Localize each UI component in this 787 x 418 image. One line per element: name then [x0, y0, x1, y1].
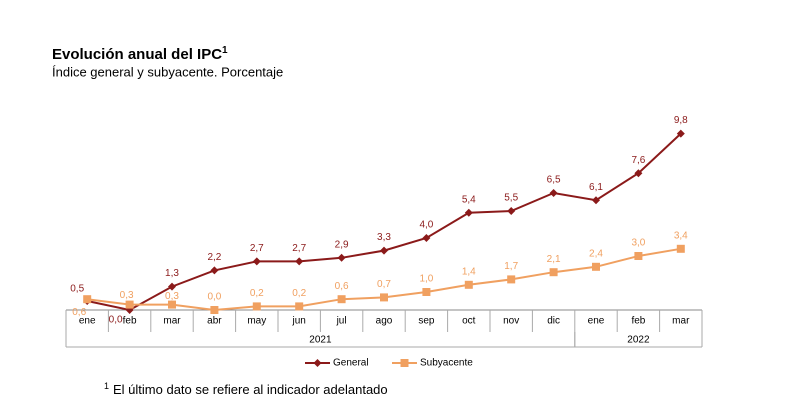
data-label: 0,3 — [120, 290, 134, 301]
group-label: 2021 — [309, 335, 332, 346]
data-label: 2,7 — [250, 243, 264, 254]
data-label: 6,5 — [547, 175, 561, 186]
marker — [634, 169, 643, 178]
data-label: 0,0 — [109, 315, 123, 326]
marker — [168, 300, 176, 309]
data-label: 0,0 — [207, 292, 221, 303]
title-note: 1 — [222, 45, 228, 56]
data-label: 5,5 — [504, 193, 518, 204]
data-label: 3,4 — [674, 230, 688, 241]
marker — [210, 266, 219, 275]
x-tick-label: ago — [376, 316, 393, 327]
marker — [549, 268, 558, 277]
legend-label: General — [333, 358, 369, 369]
marker — [676, 244, 685, 253]
marker — [252, 257, 261, 266]
marker — [168, 282, 176, 291]
marker — [380, 246, 388, 255]
x-tick-label: ene — [588, 316, 605, 327]
data-label: 2,4 — [589, 248, 603, 259]
data-label: 4,0 — [419, 220, 433, 231]
x-tick-label: abr — [207, 316, 222, 327]
data-label: 0,5 — [70, 284, 84, 295]
data-label: 1,0 — [419, 274, 433, 285]
marker — [380, 293, 388, 302]
data-label: 0,7 — [377, 279, 391, 290]
marker — [422, 234, 431, 242]
data-label: 3,3 — [377, 232, 391, 243]
marker — [464, 208, 473, 217]
chart-subtitle: Índice general y subyacente. Porcentaje — [52, 64, 283, 79]
marker — [507, 275, 516, 284]
data-label: 1,4 — [462, 266, 476, 277]
marker — [210, 306, 219, 314]
footnote-mark: 1 — [104, 381, 109, 391]
marker — [464, 280, 473, 289]
data-label: 2,1 — [547, 254, 561, 265]
data-label: 1,3 — [165, 268, 179, 279]
marker — [507, 207, 516, 215]
marker — [252, 302, 261, 311]
data-label: 5,4 — [462, 194, 476, 205]
data-label: 0,2 — [250, 288, 264, 299]
title-text: Evolución anual del IPC — [52, 46, 222, 63]
x-tick-label: may — [247, 316, 266, 327]
marker — [83, 295, 92, 304]
data-label: 2,2 — [207, 252, 221, 263]
x-tick-label: jun — [292, 316, 306, 327]
x-tick-label: mar — [672, 316, 690, 327]
marker — [634, 252, 643, 260]
x-tick-label: jul — [336, 316, 347, 327]
marker — [295, 302, 304, 311]
marker — [337, 253, 346, 262]
data-label: 0,2 — [292, 288, 306, 299]
x-tick-label: feb — [631, 316, 645, 327]
data-label: 1,7 — [504, 261, 518, 272]
marker — [125, 300, 134, 309]
data-label: 0,3 — [165, 291, 179, 302]
data-label: 2,9 — [335, 239, 349, 250]
x-tick-label: oct — [462, 316, 476, 327]
data-label: 0,6 — [335, 281, 349, 292]
data-label: 6,1 — [589, 182, 603, 193]
marker — [337, 295, 346, 304]
marker — [592, 262, 600, 271]
footnote-text: El último dato se refiere al indicador a… — [113, 382, 388, 397]
data-label: 3,0 — [631, 238, 645, 249]
x-tick-label: dic — [547, 316, 560, 327]
marker — [422, 288, 431, 296]
x-tick-label: feb — [123, 316, 137, 327]
x-tick-label: ene — [79, 316, 96, 327]
chart-title: Evolución anual del IPC1 — [52, 45, 228, 63]
x-tick-label: sep — [418, 316, 435, 327]
x-tick-label: mar — [163, 316, 181, 327]
data-label: 2,7 — [292, 243, 306, 254]
data-label: 0,6 — [72, 307, 86, 318]
marker — [549, 189, 558, 197]
data-label: 7,6 — [631, 155, 645, 166]
data-label: 9,8 — [674, 115, 688, 126]
footnote: 1 El último dato se refiere al indicador … — [104, 381, 388, 397]
legend-label: Subyacente — [420, 358, 473, 369]
marker — [676, 129, 685, 138]
marker — [295, 257, 304, 266]
marker — [592, 196, 600, 205]
x-tick-label: nov — [503, 316, 519, 327]
legend-marker — [313, 359, 322, 367]
legend-marker — [400, 359, 409, 367]
group-label: 2022 — [627, 335, 650, 346]
